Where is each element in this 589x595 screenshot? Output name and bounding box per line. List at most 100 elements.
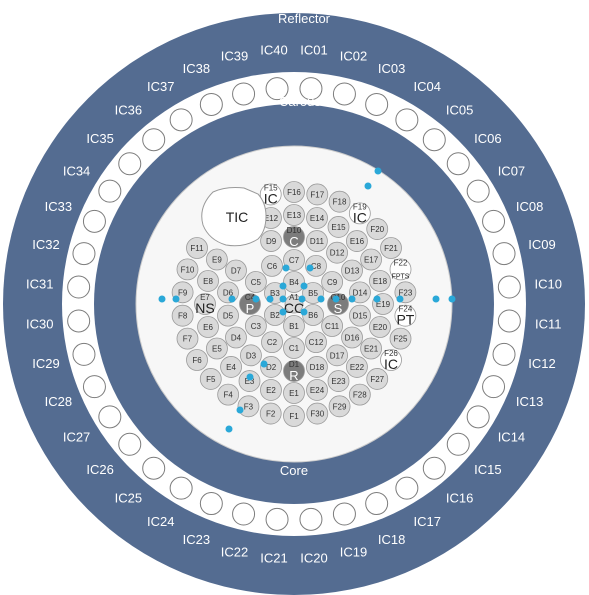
core-position-c7[interactable] bbox=[283, 249, 305, 271]
core-position-f24[interactable] bbox=[394, 304, 417, 327]
core-position-d4[interactable] bbox=[225, 326, 247, 349]
core-position-d13[interactable] bbox=[341, 259, 363, 282]
core-position-c11[interactable] bbox=[321, 315, 344, 337]
ic-channel-ic02[interactable] bbox=[332, 82, 356, 106]
ic-channel-ic19[interactable] bbox=[332, 502, 356, 526]
ic-channel-ic25[interactable] bbox=[142, 456, 166, 480]
core-position-e3[interactable] bbox=[238, 370, 261, 392]
core-position-c1[interactable] bbox=[283, 337, 305, 359]
core-position-f18[interactable] bbox=[328, 190, 351, 213]
core-position-f30[interactable] bbox=[306, 402, 329, 425]
core-position-b1[interactable] bbox=[283, 315, 305, 337]
core-position-d18[interactable] bbox=[306, 356, 328, 378]
ic-channel-ic20[interactable] bbox=[299, 507, 323, 531]
core-position-f26[interactable] bbox=[380, 349, 402, 371]
core-position-e23[interactable] bbox=[327, 370, 350, 392]
ic-channel-ic28[interactable] bbox=[82, 375, 106, 399]
ic-channel-ic10[interactable] bbox=[497, 275, 521, 299]
core-position-a1[interactable] bbox=[284, 294, 304, 314]
core-position-d5[interactable] bbox=[217, 304, 239, 327]
core-position-f15[interactable] bbox=[259, 183, 282, 206]
ic-channel-ic05[interactable] bbox=[422, 128, 446, 152]
ic-channel-ic06[interactable] bbox=[446, 152, 470, 176]
core-position-e22[interactable] bbox=[346, 356, 368, 378]
ic-channel-ic16[interactable] bbox=[422, 456, 446, 480]
core-position-e17[interactable] bbox=[360, 248, 382, 271]
ic-channel-ic30[interactable] bbox=[67, 309, 91, 333]
core-position-e24[interactable] bbox=[306, 379, 328, 401]
ic-channel-ic40[interactable] bbox=[265, 77, 289, 101]
core-position-d10[interactable] bbox=[283, 226, 305, 248]
core-position-f10[interactable] bbox=[176, 258, 199, 281]
ic-channel-ic12[interactable] bbox=[492, 342, 516, 366]
ic-channel-ic08[interactable] bbox=[482, 209, 506, 233]
ic-channel-ic23[interactable] bbox=[199, 492, 223, 516]
ic-channel-ic38[interactable] bbox=[199, 92, 223, 116]
core-position-d7[interactable] bbox=[225, 259, 247, 282]
core-position-d11[interactable] bbox=[306, 230, 328, 252]
ic-channel-ic26[interactable] bbox=[118, 432, 142, 456]
core-position-f19[interactable] bbox=[348, 202, 371, 225]
ic-channel-ic01[interactable] bbox=[299, 77, 323, 101]
core-position-e7[interactable] bbox=[194, 293, 216, 315]
core-position-c5[interactable] bbox=[244, 271, 267, 293]
core-position-d1[interactable] bbox=[283, 360, 305, 382]
ic-channel-ic35[interactable] bbox=[118, 152, 142, 176]
ic-channel-ic18[interactable] bbox=[365, 492, 389, 516]
core-position-e2[interactable] bbox=[260, 379, 282, 401]
core-position-f27[interactable] bbox=[366, 368, 389, 390]
ic-channel-ic21[interactable] bbox=[265, 507, 289, 531]
ic-channel-ic36[interactable] bbox=[142, 128, 166, 152]
core-position-e14[interactable] bbox=[306, 207, 328, 229]
core-position-e20[interactable] bbox=[369, 316, 391, 338]
core-position-d3[interactable] bbox=[240, 344, 262, 367]
core-position-f21[interactable] bbox=[380, 237, 402, 259]
ic-channel-ic27[interactable] bbox=[98, 405, 122, 429]
core-position-f8[interactable] bbox=[171, 304, 194, 327]
core-position-d17[interactable] bbox=[326, 344, 348, 367]
core-position-f6[interactable] bbox=[186, 349, 208, 371]
ic-channel-ic15[interactable] bbox=[446, 432, 470, 456]
core-position-b4[interactable] bbox=[283, 271, 305, 293]
core-position-e8[interactable] bbox=[197, 270, 219, 292]
core-position-e1[interactable] bbox=[283, 382, 305, 404]
core-position-f25[interactable] bbox=[389, 327, 412, 350]
core-position-f5[interactable] bbox=[199, 368, 222, 390]
core-position-f17[interactable] bbox=[306, 183, 329, 206]
core-position-f7[interactable] bbox=[176, 327, 199, 350]
core-position-e15[interactable] bbox=[327, 216, 350, 238]
core-position-c2[interactable] bbox=[261, 331, 283, 354]
core-position-f20[interactable] bbox=[366, 218, 389, 240]
ic-channel-ic13[interactable] bbox=[482, 375, 506, 399]
core-position-f22[interactable] bbox=[389, 258, 412, 281]
core-position-e5[interactable] bbox=[206, 337, 228, 360]
core-position-f28[interactable] bbox=[348, 383, 371, 406]
core-position-e9[interactable] bbox=[206, 248, 228, 271]
core-position-c9[interactable] bbox=[321, 271, 344, 293]
core-position-d9[interactable] bbox=[260, 230, 282, 252]
core-position-c12[interactable] bbox=[305, 331, 327, 354]
ic-channel-ic24[interactable] bbox=[169, 476, 193, 500]
core-position-f1[interactable] bbox=[283, 405, 305, 427]
core-position-e21[interactable] bbox=[360, 337, 382, 360]
ic-channel-ic29[interactable] bbox=[72, 342, 96, 366]
ic-channel-ic03[interactable] bbox=[365, 92, 389, 116]
core-position-d12[interactable] bbox=[326, 241, 348, 264]
core-position-d15[interactable] bbox=[349, 304, 371, 327]
ic-channel-ic09[interactable] bbox=[492, 242, 516, 266]
ic-channel-ic22[interactable] bbox=[232, 502, 256, 526]
ic-channel-ic39[interactable] bbox=[232, 82, 256, 106]
core-position-f4[interactable] bbox=[217, 383, 240, 406]
ic-channel-ic34[interactable] bbox=[98, 179, 122, 203]
ic-channel-ic31[interactable] bbox=[67, 275, 91, 299]
core-position-e18[interactable] bbox=[369, 270, 391, 292]
core-position-c3[interactable] bbox=[244, 315, 267, 337]
core-position-f16[interactable] bbox=[283, 181, 305, 203]
ic-channel-ic07[interactable] bbox=[466, 179, 490, 203]
core-position-b2[interactable] bbox=[264, 304, 286, 326]
ic-channel-ic33[interactable] bbox=[82, 209, 106, 233]
core-position-f11[interactable] bbox=[186, 237, 208, 259]
core-position-d16[interactable] bbox=[341, 326, 363, 349]
core-position-e6[interactable] bbox=[197, 316, 219, 338]
core-position-f29[interactable] bbox=[328, 395, 351, 418]
